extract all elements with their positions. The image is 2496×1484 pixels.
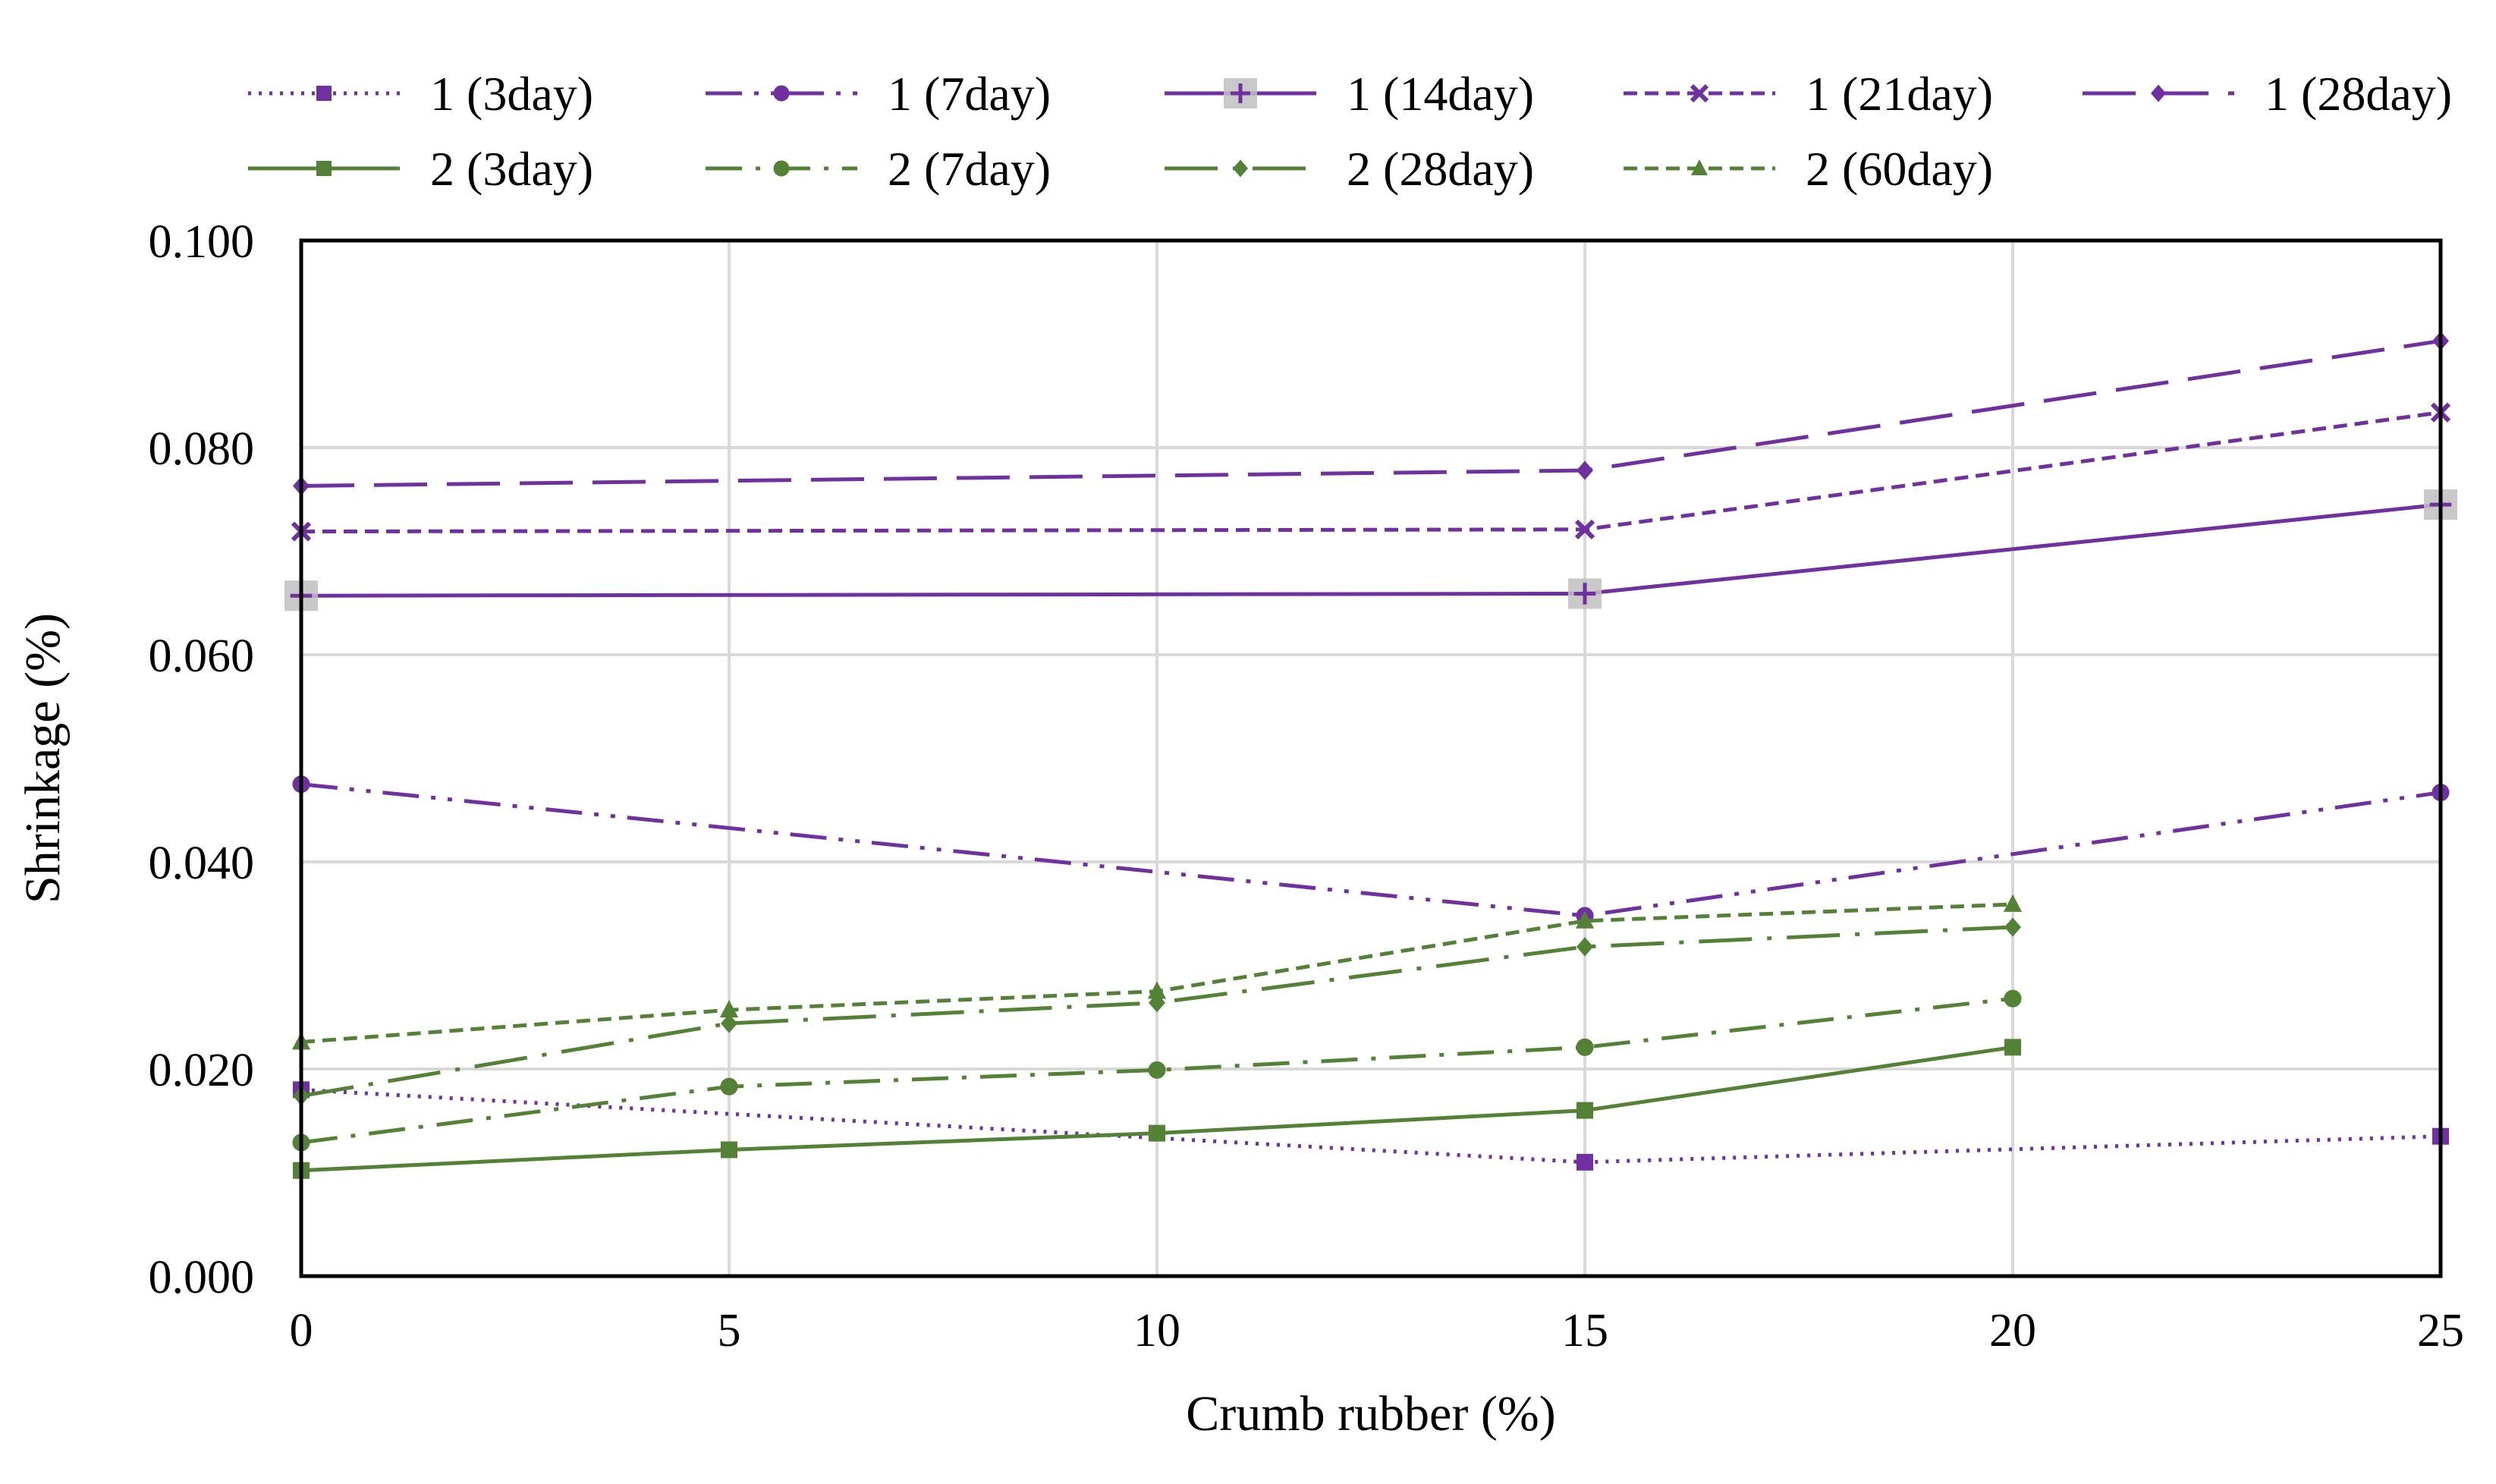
data-point-marker: [1233, 159, 1248, 178]
data-point-marker: [1574, 519, 1595, 539]
data-point-marker: [719, 999, 739, 1018]
x-tick-label: 25: [2417, 1305, 2464, 1357]
y-tick-label: 0.040: [149, 838, 255, 889]
series-line: [300, 338, 2441, 489]
series-lines: [284, 331, 2457, 1179]
x-tick-label: 10: [1133, 1305, 1180, 1357]
data-point-marker: [721, 1141, 737, 1159]
y-tick-label: 0.000: [149, 1252, 255, 1303]
legend-label: 1 (21day): [1806, 67, 1993, 121]
data-point-marker: [721, 1014, 737, 1033]
series-line: [300, 502, 2441, 598]
data-point-marker: [2004, 917, 2021, 937]
x-axis-ticks: 0 5 10 15 20 25: [290, 1305, 2465, 1357]
legend-label: 2 (3day): [430, 142, 593, 196]
y-axis-title: Shrinkage (%): [15, 613, 71, 904]
x-axis-title: Crumb rubber (%): [1186, 1386, 1556, 1442]
legend-item: 1 (28day): [2083, 67, 2452, 121]
legend-label: 1 (7day): [888, 67, 1051, 121]
legend-label: 2 (60day): [1806, 142, 1993, 196]
data-point-marker: [1575, 910, 1595, 929]
legend: 1 (3day) 1 (7day) 1 (14day) 1 (21day) 1 (28d…: [248, 67, 2452, 196]
data-point-marker: [1691, 159, 1708, 175]
data-point-marker: [316, 161, 332, 176]
x-tick-label: 15: [1561, 1305, 1608, 1357]
legend-item: 1 (7day): [706, 67, 1051, 121]
y-tick-label: 0.060: [149, 630, 255, 682]
data-point-marker: [2004, 989, 2022, 1008]
legend-label: 1 (3day): [430, 67, 593, 121]
data-point-marker: [2003, 894, 2023, 912]
x-tick-label: 0: [290, 1305, 313, 1357]
data-point-marker: [1224, 78, 1257, 108]
legend-label: 1 (14day): [1347, 67, 1534, 121]
legend-item: 2 (7day): [706, 142, 1051, 196]
series-2-7day: [292, 989, 2022, 1152]
data-point-marker: [720, 1077, 738, 1096]
data-point-marker: [1147, 981, 1167, 999]
legend-label: 2 (7day): [888, 142, 1051, 196]
legend-label: 1 (28day): [2265, 67, 2452, 121]
series-1-14day: [284, 489, 2457, 612]
series-1-3day: [293, 1081, 2449, 1171]
legend-label: 2 (28day): [1347, 142, 1534, 196]
y-tick-label: 0.100: [149, 216, 255, 268]
legend-item: 1 (3day): [248, 67, 593, 121]
data-point-marker: [1149, 1124, 1165, 1142]
data-point-marker: [2151, 84, 2166, 102]
data-point-marker: [1577, 937, 1593, 957]
legend-item: 1 (14day): [1165, 67, 1534, 121]
series-line: [300, 996, 2013, 1145]
data-point-marker: [1568, 578, 1602, 609]
data-point-marker: [316, 86, 332, 101]
y-tick-label: 0.080: [149, 423, 255, 475]
data-point-marker: [1149, 992, 1165, 1013]
data-point-marker: [1577, 1153, 1593, 1171]
legend-item: 1 (21day): [1624, 67, 1993, 121]
data-point-marker: [1577, 461, 1593, 480]
legend-item: 2 (3day): [248, 142, 593, 196]
data-point-marker: [1690, 83, 1709, 103]
series-line: [300, 782, 2441, 918]
series-2-28day: [293, 917, 2021, 1106]
data-point-marker: [773, 160, 790, 177]
plot-frame: [299, 238, 2443, 1278]
data-point-marker: [1576, 1038, 1594, 1056]
data-point-marker: [1577, 1102, 1593, 1119]
x-tick-label: 20: [1989, 1305, 2036, 1357]
y-tick-label: 0.020: [149, 1045, 255, 1096]
series-2-3day: [293, 1039, 2021, 1179]
data-point-marker: [1148, 1061, 1166, 1079]
legend-item: 2 (28day): [1165, 142, 1534, 196]
data-point-marker: [2004, 1039, 2021, 1056]
series-2-60day: [291, 894, 2023, 1050]
series-1-28day: [293, 331, 2449, 496]
legend-item: 2 (60day): [1624, 142, 1993, 196]
x-tick-label: 5: [718, 1305, 741, 1357]
data-point-marker: [773, 85, 790, 102]
y-axis-ticks: 0.000 0.020 0.040 0.060 0.080 0.100: [149, 216, 255, 1303]
series-1-7day: [292, 775, 2450, 925]
